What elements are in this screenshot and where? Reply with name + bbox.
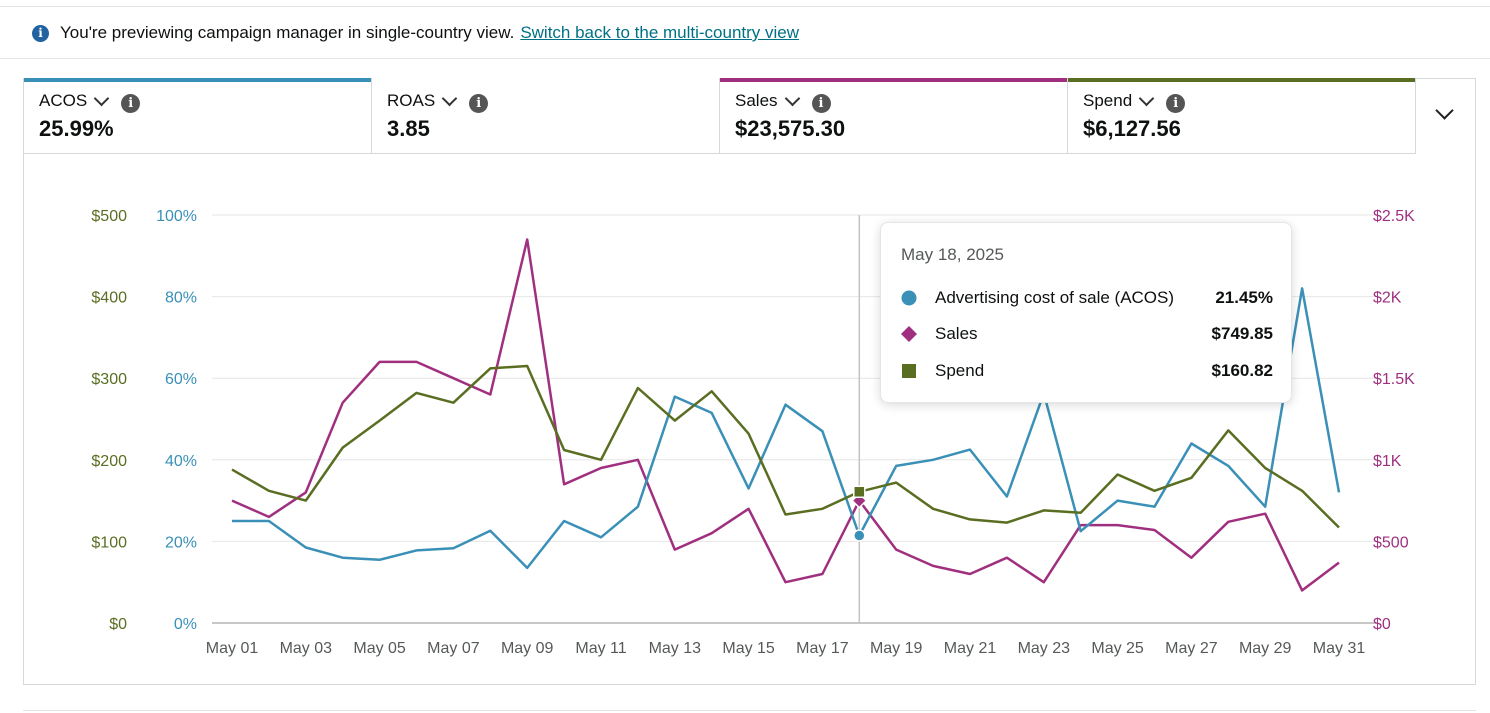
y-tick-label: $2.5K (1373, 208, 1415, 225)
metric-tile-sales[interactable]: Sales i $23,575.30 (720, 78, 1068, 154)
tooltip-row-acos: Advertising cost of sale (ACOS) 21.45% (901, 286, 1273, 310)
x-tick-label: May 23 (1018, 640, 1071, 657)
series-line-acos (232, 287, 1341, 570)
metric-value: 25.99% (39, 116, 114, 141)
metric-label: Spend (1083, 91, 1133, 110)
metric-color-bar (720, 78, 1067, 82)
y-tick-label: 100% (156, 208, 197, 225)
x-tick-label: May 03 (280, 640, 333, 657)
x-tick-label: May 19 (870, 640, 923, 657)
metric-label: Sales (735, 91, 778, 110)
y-tick-label: $200 (91, 453, 127, 470)
metric-tile-spend[interactable]: Spend i $6,127.56 (1068, 78, 1416, 154)
series-line-spend (231, 364, 1340, 529)
y-tick-label: 60% (165, 371, 197, 388)
y-tick-label: 0% (174, 616, 197, 633)
tooltip-label: Sales (935, 324, 978, 343)
metric-label: ACOS (39, 91, 88, 110)
tooltip-label: Spend (935, 361, 985, 380)
y-tick-label: $2K (1373, 290, 1402, 307)
y-tick-label: $500 (1373, 534, 1409, 551)
x-tick-label: May 25 (1091, 640, 1144, 657)
notice-text: You're previewing campaign manager in si… (60, 23, 515, 42)
point-marker-spend (853, 485, 866, 499)
metric-value: $23,575.30 (735, 116, 846, 141)
info-icon: i (32, 24, 49, 42)
top-divider (0, 0, 1490, 7)
x-tick-label: May 15 (722, 640, 775, 657)
metric-color-bar (24, 78, 371, 82)
x-tick-label: May 31 (1313, 640, 1366, 657)
metric-value: $6,127.56 (1083, 116, 1181, 141)
chart-tooltip: May 18, 2025 Advertising cost of sale (A… (880, 222, 1292, 403)
metric-tile-acos[interactable]: ACOS i 25.99% (24, 78, 372, 154)
metric-color-bar (1068, 78, 1415, 82)
tooltip-row-spend: Spend $160.82 (901, 359, 1273, 383)
metric-tile-roas[interactable]: ROAS i 3.85 (372, 78, 720, 154)
point-marker-acos (853, 529, 866, 542)
series-line-sales (231, 238, 1340, 592)
metric-value: 3.85 (387, 116, 430, 141)
multi-country-link[interactable]: Switch back to the multi-country view (520, 23, 800, 42)
y-tick-label: $500 (91, 208, 127, 225)
metric-label: ROAS (387, 91, 436, 110)
x-tick-label: May 17 (796, 640, 849, 657)
tooltip-label: Advertising cost of sale (ACOS) (935, 288, 1175, 307)
info-icon[interactable]: i (811, 93, 831, 113)
y-tick-label: 40% (165, 453, 197, 470)
x-tick-label: May 13 (649, 640, 702, 657)
x-tick-label: May 01 (206, 640, 259, 657)
x-tick-label: May 09 (501, 640, 554, 657)
x-tick-label: May 21 (944, 640, 997, 657)
x-tick-label: May 07 (427, 640, 480, 657)
y-tick-label: 20% (165, 534, 197, 551)
single-country-notice: i You're previewing campaign manager in … (32, 21, 799, 45)
tooltip-date: May 18, 2025 (901, 245, 1005, 264)
diamond-marker-icon (901, 326, 917, 342)
y-tick-label: $0 (109, 616, 127, 633)
square-marker-icon (902, 364, 916, 378)
info-icon[interactable]: i (1166, 93, 1186, 113)
tooltip-value: 21.45% (1215, 288, 1273, 307)
circle-marker-icon (901, 290, 917, 306)
y-tick-label: $1.5K (1373, 371, 1415, 388)
y-tick-label: $300 (91, 371, 127, 388)
info-icon[interactable]: i (469, 93, 489, 113)
y-tick-label: $1K (1373, 453, 1402, 470)
x-tick-label: May 27 (1165, 640, 1218, 657)
y-tick-label: 80% (165, 290, 197, 307)
x-tick-label: May 05 (353, 640, 406, 657)
info-icon[interactable]: i (121, 93, 141, 113)
y-tick-label: $0 (1373, 616, 1391, 633)
x-tick-label: May 11 (575, 640, 626, 657)
x-tick-label: May 29 (1239, 640, 1292, 657)
tooltip-value: $749.85 (1211, 324, 1273, 343)
tooltip-row-sales: Sales $749.85 (901, 322, 1273, 346)
y-tick-label: $100 (91, 534, 127, 551)
bottom-divider (23, 710, 1476, 711)
metric-tiles: ACOS i 25.99% ROAS i 3.85 Sales i $23,57… (24, 78, 1416, 154)
tooltip-value: $160.82 (1211, 361, 1273, 380)
notice-divider (0, 58, 1490, 59)
y-tick-label: $400 (91, 290, 127, 307)
